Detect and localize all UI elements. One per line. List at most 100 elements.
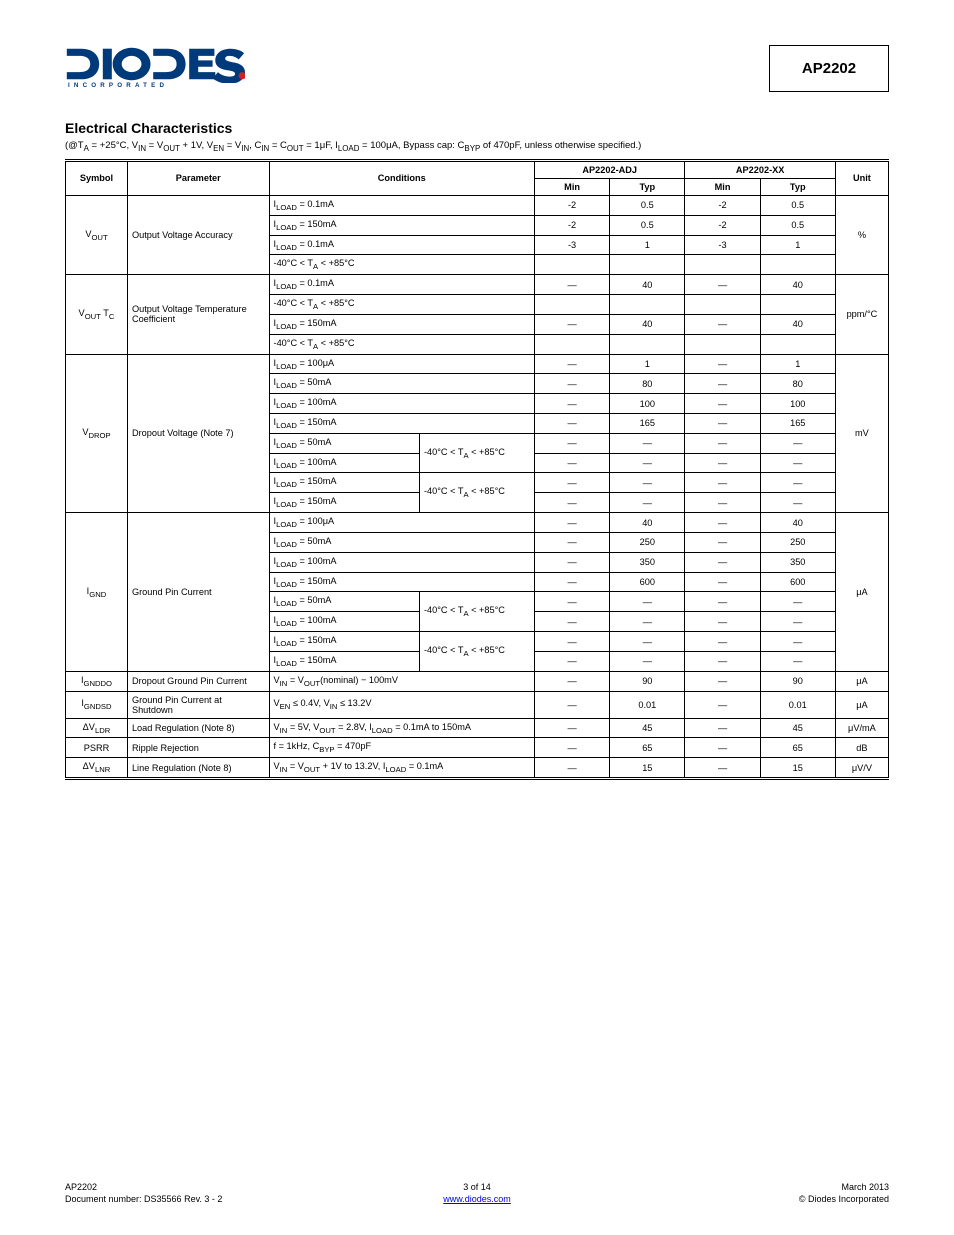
cell-parameter: Output Voltage Accuracy xyxy=(127,195,269,274)
cell-symbol: VOUT xyxy=(66,195,128,274)
cell-value: — xyxy=(610,473,685,493)
cell-value: 40 xyxy=(610,275,685,295)
cell-value: — xyxy=(685,414,760,434)
cell-value: — xyxy=(685,612,760,632)
cell-value: — xyxy=(534,513,609,533)
part-number: AP2202 xyxy=(790,60,868,77)
cell-value: 0.01 xyxy=(760,691,835,718)
diodes-logo-svg xyxy=(65,45,245,83)
cell-value: — xyxy=(685,394,760,414)
cell-value: — xyxy=(534,671,609,691)
footer-date: March 2013 xyxy=(799,1181,889,1193)
cell-value: 40 xyxy=(610,513,685,533)
cell-value: — xyxy=(534,314,609,334)
cell-value: 350 xyxy=(610,552,685,572)
cell-cond2: -40°C < TA < +85°C xyxy=(419,473,534,513)
cell-value: — xyxy=(534,532,609,552)
cell-symbol: PSRR xyxy=(66,738,128,758)
cell-value: — xyxy=(534,572,609,592)
cell-cond1: ILOAD = 100μA xyxy=(269,354,534,374)
cell-value: — xyxy=(534,354,609,374)
cell-value: — xyxy=(534,374,609,394)
cell-value: 80 xyxy=(610,374,685,394)
cell-value: 0.01 xyxy=(610,691,685,718)
cell-value: 165 xyxy=(760,414,835,434)
cell-value: -3 xyxy=(685,235,760,255)
footer-link[interactable]: www.diodes.com xyxy=(443,1194,511,1204)
cell-value: -2 xyxy=(534,195,609,215)
cell-value: 40 xyxy=(760,513,835,533)
th-min2: Min xyxy=(685,178,760,195)
cell-symbol: VOUT TC xyxy=(66,275,128,354)
cell-value: -3 xyxy=(534,235,609,255)
table-body: VOUTOutput Voltage AccuracyILOAD = 0.1mA… xyxy=(66,195,889,778)
cell-parameter: Ground Pin Current xyxy=(127,513,269,672)
cell-cond1: ILOAD = 0.1mA xyxy=(269,195,534,215)
cell-value: 100 xyxy=(760,394,835,414)
cell-unit: μA xyxy=(835,691,888,718)
cell-value: — xyxy=(760,433,835,453)
cell-value: — xyxy=(760,453,835,473)
cell-value: 40 xyxy=(610,314,685,334)
cell-value xyxy=(685,334,760,354)
cell-cond1: ILOAD = 0.1mA xyxy=(269,235,534,255)
cell-unit: dB xyxy=(835,738,888,758)
cell-value: 65 xyxy=(760,738,835,758)
cell-parameter: Dropout Ground Pin Current xyxy=(127,671,269,691)
cell-value: — xyxy=(610,651,685,671)
cell-unit: ppm/°C xyxy=(835,275,888,354)
cell-value xyxy=(534,255,609,275)
table-row: IGNDDODropout Ground Pin CurrentVIN = VO… xyxy=(66,671,889,691)
cell-parameter: Ripple Rejection xyxy=(127,738,269,758)
cell-value: — xyxy=(534,275,609,295)
footer-copyright: © Diodes Incorporated xyxy=(799,1193,889,1205)
section-subtitle: (@TA = +25°C, VIN = VOUT + 1V, VEN = VIN… xyxy=(65,140,889,153)
cell-value: 0.5 xyxy=(610,195,685,215)
cell-value xyxy=(610,334,685,354)
cell-value: — xyxy=(760,592,835,612)
cell-value xyxy=(760,334,835,354)
cell-value: — xyxy=(610,592,685,612)
cell-cond1: ILOAD = 100mA xyxy=(269,612,419,632)
cell-value: 0.5 xyxy=(610,215,685,235)
cell-cond1: ILOAD = 150mA xyxy=(269,572,534,592)
cell-value: — xyxy=(534,473,609,493)
cell-value: — xyxy=(685,691,760,718)
cell-value: 65 xyxy=(610,738,685,758)
cell-value: 0.5 xyxy=(760,215,835,235)
cell-value: — xyxy=(685,493,760,513)
cell-symbol: IGNDSD xyxy=(66,691,128,718)
table-row: IGNDSDGround Pin Current at ShutdownVEN … xyxy=(66,691,889,718)
cell-value: — xyxy=(685,592,760,612)
table-row: VOUT TCOutput Voltage Temperature Coeffi… xyxy=(66,275,889,295)
cell-value: 1 xyxy=(760,235,835,255)
cell-parameter: Output Voltage Temperature Coefficient xyxy=(127,275,269,354)
cell-value xyxy=(534,334,609,354)
section-title: Electrical Characteristics xyxy=(65,120,889,136)
cell-value xyxy=(760,255,835,275)
cell-value: — xyxy=(685,354,760,374)
cell-value: — xyxy=(534,632,609,652)
table-row: VOUTOutput Voltage AccuracyILOAD = 0.1mA… xyxy=(66,195,889,215)
cell-value: 90 xyxy=(760,671,835,691)
th-conditions: Conditions xyxy=(269,160,534,195)
cell-value: 1 xyxy=(610,354,685,374)
cell-unit: μA xyxy=(835,513,888,672)
cell-value: — xyxy=(685,738,760,758)
company-logo: INCORPORATED xyxy=(65,45,245,89)
cell-value: 600 xyxy=(610,572,685,592)
cell-value: — xyxy=(610,612,685,632)
cell-cond1: ILOAD = 150mA xyxy=(269,651,419,671)
cell-value: — xyxy=(685,651,760,671)
cell-cond1: ILOAD = 50mA xyxy=(269,433,419,453)
cell-value: 1 xyxy=(760,354,835,374)
cell-value: -2 xyxy=(534,215,609,235)
cell-value: — xyxy=(685,314,760,334)
footer-left: AP2202 Document number: DS35566 Rev. 3 -… xyxy=(65,1181,222,1205)
part-number-box: AP2202 xyxy=(769,45,889,92)
cell-value: — xyxy=(685,374,760,394)
cell-cond1: -40°C < TA < +85°C xyxy=(269,295,534,315)
th-fix-group: AP2202-XX xyxy=(685,160,835,178)
footer-docnum: Document number: DS35566 Rev. 3 - 2 xyxy=(65,1193,222,1205)
cell-value: -2 xyxy=(685,195,760,215)
